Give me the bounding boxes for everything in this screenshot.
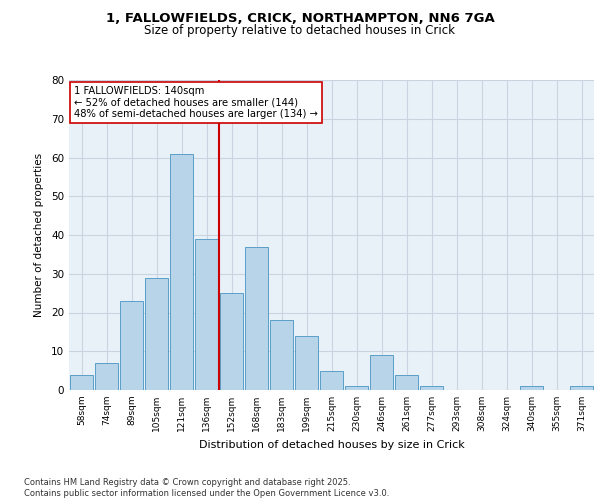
Text: 1 FALLOWFIELDS: 140sqm
← 52% of detached houses are smaller (144)
48% of semi-de: 1 FALLOWFIELDS: 140sqm ← 52% of detached… bbox=[74, 86, 318, 120]
Bar bbox=[220, 293, 244, 390]
Bar bbox=[569, 386, 593, 390]
Bar bbox=[295, 336, 319, 390]
Bar bbox=[245, 246, 268, 390]
Bar bbox=[119, 301, 143, 390]
Bar bbox=[419, 386, 443, 390]
Y-axis label: Number of detached properties: Number of detached properties bbox=[34, 153, 44, 317]
Bar bbox=[70, 374, 94, 390]
Bar bbox=[395, 374, 418, 390]
Text: Contains HM Land Registry data © Crown copyright and database right 2025.
Contai: Contains HM Land Registry data © Crown c… bbox=[24, 478, 389, 498]
Bar bbox=[170, 154, 193, 390]
Bar bbox=[95, 363, 118, 390]
Bar bbox=[320, 370, 343, 390]
Bar bbox=[194, 239, 218, 390]
Text: Size of property relative to detached houses in Crick: Size of property relative to detached ho… bbox=[145, 24, 455, 37]
Bar bbox=[344, 386, 368, 390]
Bar bbox=[370, 355, 394, 390]
Bar bbox=[520, 386, 544, 390]
Text: 1, FALLOWFIELDS, CRICK, NORTHAMPTON, NN6 7GA: 1, FALLOWFIELDS, CRICK, NORTHAMPTON, NN6… bbox=[106, 12, 494, 26]
X-axis label: Distribution of detached houses by size in Crick: Distribution of detached houses by size … bbox=[199, 440, 464, 450]
Bar bbox=[269, 320, 293, 390]
Bar bbox=[145, 278, 169, 390]
